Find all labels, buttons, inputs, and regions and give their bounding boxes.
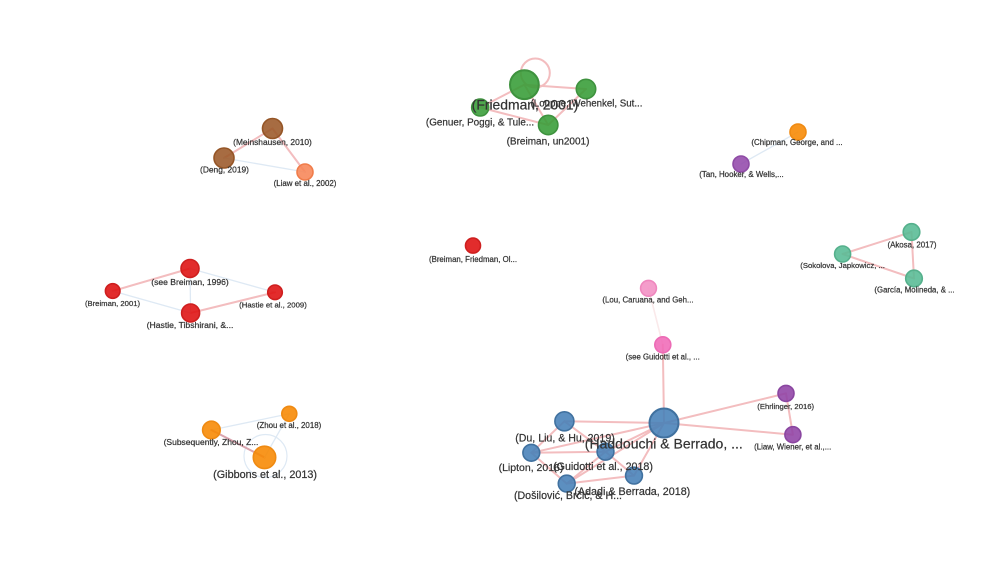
svg-text:(Tan, Hooker, & Wells,...: (Tan, Hooker, & Wells,... bbox=[699, 170, 784, 179]
svg-text:(Hastie, Tibshirani, &...: (Hastie, Tibshirani, &... bbox=[147, 320, 234, 330]
svg-text:(Hastie et al., 2009): (Hastie et al., 2009) bbox=[239, 301, 307, 310]
svg-text:(Louppe, Wehenkel, Sut...: (Louppe, Wehenkel, Sut... bbox=[531, 99, 643, 110]
svg-text:(Friedman, 2001): (Friedman, 2001) bbox=[472, 97, 579, 113]
svg-text:(Breiman, Friedman, Ol...: (Breiman, Friedman, Ol... bbox=[429, 255, 517, 264]
svg-text:(Genuer, Poggi, & Tule...: (Genuer, Poggi, & Tule... bbox=[426, 118, 534, 129]
svg-text:(see Breiman, 1996): (see Breiman, 1996) bbox=[151, 277, 229, 287]
svg-text:(Meinshausen, 2010): (Meinshausen, 2010) bbox=[233, 137, 312, 147]
svg-text:(Haddouchi & Berrado, ...: (Haddouchi & Berrado, ... bbox=[585, 436, 743, 452]
svg-text:(Ehrlinger, 2016): (Ehrlinger, 2016) bbox=[757, 402, 814, 411]
svg-text:(Adadi & Berrada, 2018): (Adadi & Berrada, 2018) bbox=[574, 486, 690, 498]
svg-text:(Akosa, 2017): (Akosa, 2017) bbox=[887, 240, 936, 249]
svg-text:(Breiman, un2001): (Breiman, un2001) bbox=[507, 136, 590, 147]
svg-text:(Sokolova, Japkowicz, ...: (Sokolova, Japkowicz, ... bbox=[800, 261, 885, 270]
svg-text:(Liaw, Wiener, et al.,...: (Liaw, Wiener, et al.,... bbox=[754, 442, 831, 451]
svg-text:(Lou, Caruana, and Geh...: (Lou, Caruana, and Geh... bbox=[602, 296, 693, 305]
svg-text:(Došilović, Brčić, & H...: (Došilović, Brčić, & H... bbox=[514, 490, 622, 502]
svg-text:(Zhou et al., 2018): (Zhou et al., 2018) bbox=[257, 421, 322, 430]
svg-text:(see Guidotti et al., ...: (see Guidotti et al., ... bbox=[626, 352, 700, 361]
svg-text:(Guidotti et al., 2018): (Guidotti et al., 2018) bbox=[553, 461, 653, 473]
svg-text:(Deng, 2019): (Deng, 2019) bbox=[200, 165, 249, 175]
svg-text:(Gibbons et al., 2013): (Gibbons et al., 2013) bbox=[213, 469, 317, 481]
svg-text:(Lipton, 2016): (Lipton, 2016) bbox=[499, 462, 564, 474]
svg-text:(Subsequently, Zhou, Z...: (Subsequently, Zhou, Z... bbox=[164, 437, 259, 447]
svg-text:(Breiman, 2001): (Breiman, 2001) bbox=[85, 299, 141, 308]
svg-text:(García, Molineda, & ...: (García, Molineda, & ... bbox=[874, 286, 954, 295]
svg-text:(Du, Liu, & Hu, 2019): (Du, Liu, & Hu, 2019) bbox=[515, 432, 615, 444]
svg-text:(Liaw et al., 2002): (Liaw et al., 2002) bbox=[274, 179, 337, 188]
svg-text:(Chipman, George, and ...: (Chipman, George, and ... bbox=[751, 138, 842, 147]
